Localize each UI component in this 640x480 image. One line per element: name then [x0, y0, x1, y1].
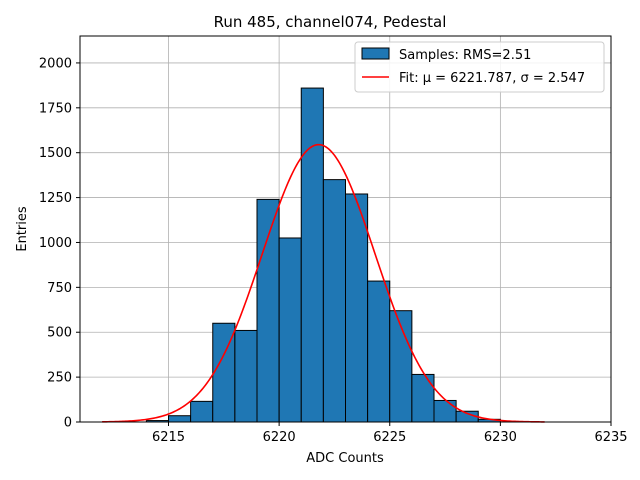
y-axis-label: Entries	[15, 206, 30, 252]
histogram-bar	[345, 193, 369, 423]
axis-ticks: 6215 6220 6225 6230 6235 0 250 500 750 1000 1250 15…	[39, 56, 628, 445]
x-tick-label: 6215	[152, 430, 185, 445]
y-tick-label: 1500	[39, 146, 72, 161]
histogram-bar	[411, 373, 435, 423]
histogram-bar	[367, 280, 391, 423]
legend-samples-swatch	[361, 47, 390, 60]
x-tick-label: 6220	[263, 430, 296, 445]
chart-title: Run 485, channel074, Pedestal	[214, 13, 447, 31]
y-tick-label: 250	[47, 371, 72, 386]
x-tick-label: 6230	[484, 430, 517, 445]
histogram-bars	[145, 87, 501, 423]
legend-samples-label: Samples: RMS=2.51	[399, 48, 531, 63]
histogram-bar	[300, 87, 324, 423]
legend: Samples: RMS=2.51 Fit: μ = 6221.787, σ =…	[354, 41, 605, 93]
y-tick-label: 750	[47, 281, 72, 296]
histogram-bar	[190, 400, 214, 423]
y-tick-label: 500	[47, 326, 72, 341]
x-tick-label: 6235	[594, 430, 627, 445]
y-tick-label: 1000	[39, 236, 72, 251]
histogram-bar	[322, 179, 346, 423]
x-tick-label: 6225	[373, 430, 406, 445]
histogram-bar	[234, 329, 258, 423]
y-tick-label: 2000	[39, 56, 72, 71]
histogram-bar	[256, 198, 280, 423]
histogram-bar	[168, 415, 192, 423]
y-tick-label: 1250	[39, 191, 72, 206]
histogram-bar	[433, 399, 457, 423]
y-tick-label: 0	[64, 416, 72, 431]
legend-box	[354, 41, 605, 93]
x-axis-label: ADC Counts	[306, 451, 384, 466]
plot-frame	[79, 35, 612, 423]
y-tick-label: 1750	[39, 101, 72, 116]
legend-fit-label: Fit: μ = 6221.787, σ = 2.547	[399, 71, 585, 86]
fit-curve	[102, 143, 545, 423]
histogram-bar	[278, 237, 302, 423]
